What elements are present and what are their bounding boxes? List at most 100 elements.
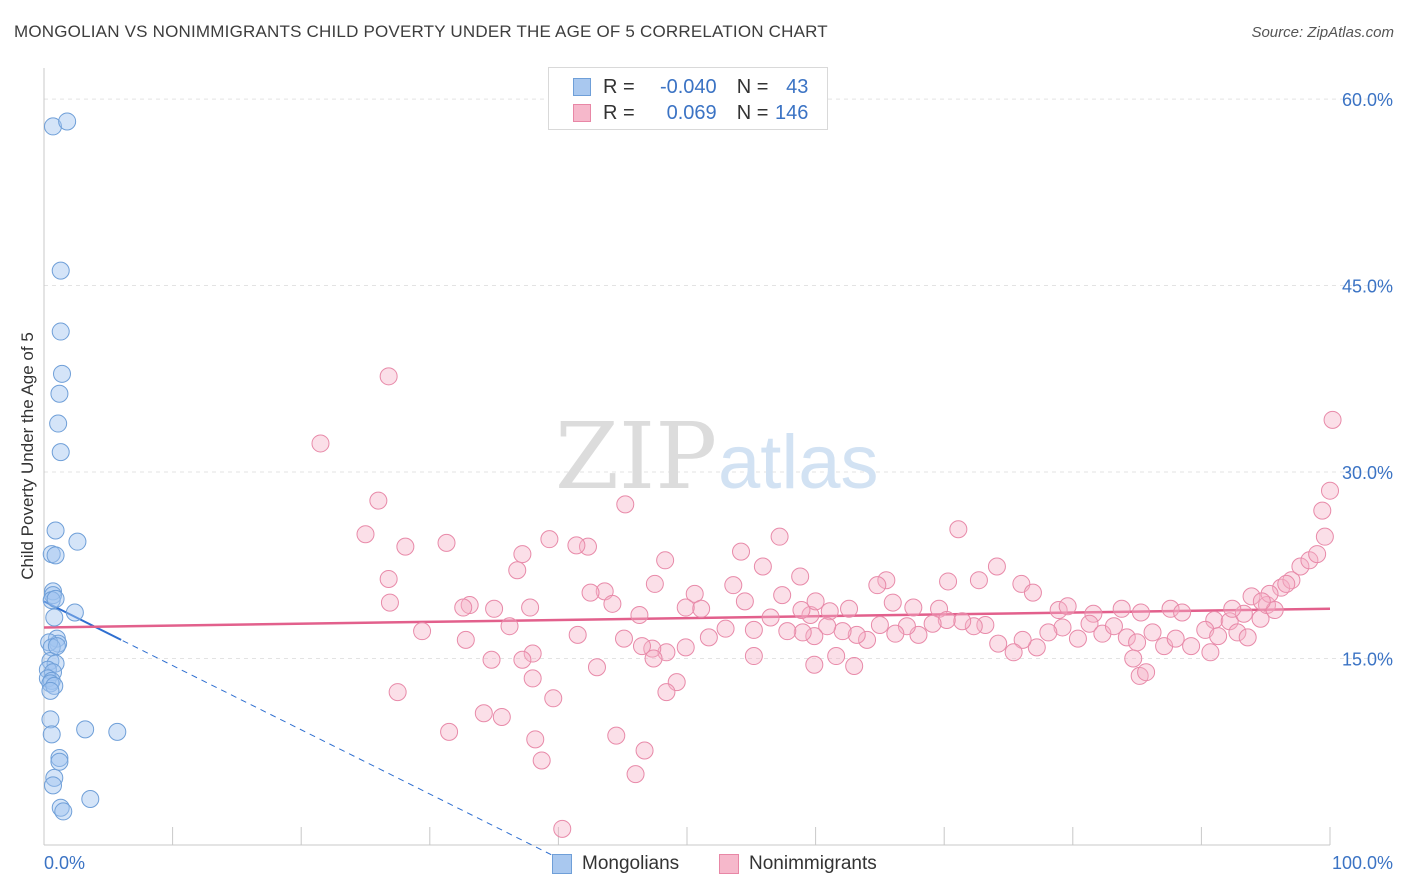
nonimmigrant-point: [1223, 599, 1242, 618]
watermark-zip: ZIP: [555, 403, 717, 510]
mongolian-point: [46, 546, 65, 565]
nonimmigrant-point: [685, 584, 704, 603]
nonimmigrant-point: [773, 586, 792, 605]
nonimmigrant-point: [886, 624, 905, 643]
nonimmigrant-point: [818, 617, 837, 636]
nonimmigrant-point: [607, 726, 626, 745]
mongolian-trend-line: [43, 600, 122, 641]
mongolian-point: [51, 261, 70, 280]
mongolian-point: [41, 681, 60, 700]
nonimmigrant-point: [1128, 633, 1147, 652]
nonimmigrant-point: [1023, 583, 1042, 602]
nonimmigrant-point: [454, 598, 473, 617]
mongolian-point: [65, 603, 84, 622]
nonimmigrant-point: [1173, 603, 1192, 622]
nonimmigrant-point: [820, 602, 839, 621]
nonimmigrant-point: [1260, 584, 1279, 603]
y-axis-label: Child Poverty Under the Age of 5: [18, 332, 37, 580]
nonimmigrant-point: [724, 576, 743, 595]
nonimmigrant-point: [801, 606, 820, 625]
nonimmigrant-point: [513, 650, 532, 669]
nonimmigrant-point: [716, 619, 735, 638]
mongolian-point: [46, 521, 65, 540]
legend-n-value: 146: [775, 101, 809, 124]
nonimmigrant-point: [626, 765, 645, 784]
nonimmigrant-point: [616, 495, 635, 514]
nonimmigrant-point: [1049, 601, 1068, 620]
nonimmigrant-point: [632, 637, 651, 656]
nonimmigrant-point: [657, 683, 676, 702]
mongolian-point: [53, 364, 72, 383]
nonimmigrant-point: [735, 592, 754, 611]
nonimmigrant-point: [1234, 604, 1253, 623]
nonimmigrant-point: [987, 557, 1006, 576]
nonimmigrant-point: [456, 630, 475, 649]
nonimmigrant-point: [858, 630, 877, 649]
legend-n-label: N =: [736, 75, 769, 98]
nonimmigrant-point: [923, 614, 942, 633]
nonimmigrant-point: [805, 655, 824, 674]
nonimmigrant-point: [1080, 614, 1099, 633]
nonimmigrant-point: [976, 615, 995, 634]
nonimmigrant-point: [1252, 592, 1271, 611]
nonimmigrant-point: [791, 567, 810, 586]
nonimmigrant-point: [1027, 638, 1046, 657]
mongolian-point: [44, 117, 63, 136]
nonimmigrant-point: [603, 594, 622, 613]
legend-n-value: 43: [786, 75, 809, 98]
mongolian-point: [46, 589, 65, 608]
y-tick-label: 60.0%: [1342, 90, 1393, 110]
nonimmigrant-point: [485, 599, 504, 618]
bottom-legend-swatch-nonimmigrants: [719, 854, 739, 874]
nonimmigrant-point: [1321, 481, 1339, 500]
nonimmigrant-point: [311, 434, 330, 453]
tick-labels: 15.0% 30.0% 45.0% 60.0% 0.0% 100.0%: [44, 90, 1393, 873]
y-tick-label: 45.0%: [1342, 277, 1393, 297]
legend-r-label: R =: [603, 75, 635, 98]
mongolian-point: [108, 722, 127, 741]
mongolian-trend-extension: [43, 600, 559, 859]
nonimmigrant-point: [540, 530, 559, 549]
nonimmigrant-point: [877, 571, 896, 590]
watermark-atlas: atlas: [718, 420, 879, 505]
bottom-legend-label-mongolians: Mongolians: [582, 853, 680, 874]
x-tick-label: 100.0%: [1332, 853, 1393, 873]
nonimmigrant-point: [761, 608, 780, 627]
nonimmigrant-point: [805, 627, 824, 646]
bottom-legend-nonimmigrants: Nonimmigrants: [719, 852, 877, 876]
data-points: [38, 112, 1342, 838]
nonimmigrant-point: [1112, 599, 1131, 618]
x-tick-label: 0.0%: [44, 853, 85, 873]
nonimmigrant-point: [1182, 637, 1201, 656]
nonimmigrant-point: [440, 722, 459, 741]
mongolian-point: [50, 384, 69, 403]
nonimmigrant-point: [744, 647, 763, 666]
nonimmigrant-point: [578, 537, 597, 556]
nonimmigrant-point: [792, 601, 811, 620]
nonimmigrant-point: [388, 683, 407, 702]
nonimmigrant-point: [523, 669, 542, 688]
nonimmigrant-point: [513, 545, 532, 564]
nonimmigrant-point: [1238, 628, 1257, 647]
nonimmigrant-point: [643, 639, 662, 658]
nonimmigrant-point: [989, 634, 1008, 653]
mongolian-point: [44, 776, 63, 795]
nonimmigrant-point: [379, 367, 398, 386]
nonimmigrant-point: [1124, 649, 1143, 668]
nonimmigrant-point: [356, 525, 375, 544]
nonimmigrant-point: [806, 592, 825, 611]
legend-r-label: R =: [603, 101, 635, 124]
nonimmigrant-point: [904, 598, 923, 617]
zipatlas-watermark: ZIP atlas: [555, 403, 879, 510]
nonimmigrant-point: [567, 536, 586, 555]
nonimmigrant-point: [964, 617, 983, 636]
nonimmigrant-point: [581, 583, 600, 602]
nonimmigrant-point: [833, 622, 852, 641]
nonimmigrant-point: [1131, 603, 1150, 622]
nonimmigrant-point: [676, 598, 695, 617]
axes: [43, 68, 1330, 846]
nonimmigrant-point: [1209, 627, 1228, 646]
mongolian-point: [50, 752, 69, 771]
nonimmigrant-point: [396, 537, 415, 556]
nonimmigrant-point: [1265, 601, 1284, 620]
